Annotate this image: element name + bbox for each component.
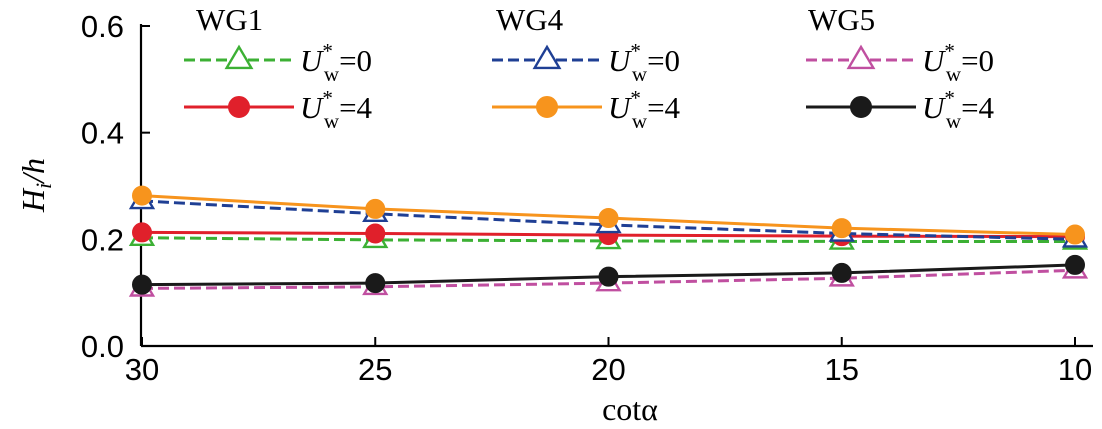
- x-ticks: 30 25 20 15 10: [125, 337, 1092, 387]
- data-point: [132, 274, 152, 295]
- x-tick-label: 15: [825, 352, 859, 387]
- y-tick-label: 0.2: [81, 222, 124, 257]
- data-point: [228, 96, 250, 118]
- legend-label: U* w=0: [300, 39, 372, 86]
- legend-label: U* w=4: [300, 86, 373, 133]
- data-point: [846, 44, 876, 70]
- legend-label: U* w=4: [922, 86, 995, 133]
- data-point: [365, 198, 386, 219]
- data-point: [1065, 224, 1085, 245]
- axes: 0.0 0.2 0.4 0.6 30 25 20 15 10: [81, 9, 1093, 387]
- y-tick-label: 0.6: [81, 9, 124, 44]
- x-tick-label: 25: [358, 352, 392, 387]
- data-point: [850, 96, 872, 118]
- data-point: [132, 222, 152, 243]
- data-point: [224, 44, 254, 70]
- data-point: [598, 266, 619, 287]
- y-tick-label: 0.0: [81, 329, 124, 364]
- data-point: [831, 218, 852, 239]
- data-point: [365, 273, 386, 294]
- data-point: [536, 96, 558, 118]
- series-layer: [128, 185, 1089, 297]
- series-wg4-u4: [132, 185, 1085, 245]
- y-axis-label: Hi/h: [15, 158, 56, 213]
- y-ticks: 0.0 0.2 0.4 0.6: [81, 9, 150, 364]
- legend-group-title: WG1: [196, 2, 263, 37]
- x-tick-label: 10: [1058, 352, 1092, 387]
- legend-label: U* w=0: [608, 39, 680, 86]
- data-point: [831, 262, 852, 283]
- data-point: [1065, 254, 1085, 275]
- legend-label: U* w=0: [922, 39, 994, 86]
- x-tick-label: 20: [591, 352, 625, 387]
- y-tick-label: 0.4: [81, 116, 124, 151]
- data-point: [132, 185, 152, 206]
- legend-group-title: WG5: [808, 2, 875, 37]
- series-wg5-u4: [132, 254, 1085, 295]
- legend-label: U* w=4: [608, 86, 681, 133]
- x-axis-label: cotα: [602, 391, 658, 427]
- x-tick-label: 30: [125, 352, 159, 387]
- data-point: [365, 223, 386, 244]
- data-point: [598, 208, 619, 228]
- data-point: [532, 44, 562, 70]
- legend-group-title: WG4: [496, 2, 564, 37]
